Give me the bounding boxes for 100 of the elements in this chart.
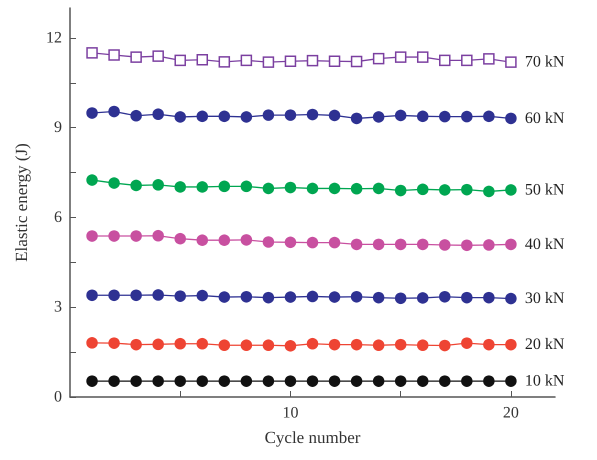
point bbox=[262, 375, 274, 387]
series-label: 30 kN bbox=[524, 290, 565, 308]
point bbox=[108, 106, 120, 118]
point bbox=[416, 51, 428, 63]
point bbox=[416, 110, 428, 122]
point bbox=[483, 53, 495, 65]
point bbox=[284, 56, 296, 68]
point bbox=[328, 56, 340, 68]
point bbox=[284, 340, 296, 352]
point bbox=[505, 292, 517, 304]
point bbox=[218, 375, 230, 387]
point bbox=[505, 56, 517, 68]
point bbox=[284, 375, 296, 387]
point bbox=[218, 56, 230, 68]
point bbox=[130, 51, 142, 63]
point bbox=[86, 290, 98, 302]
point bbox=[306, 290, 318, 302]
point bbox=[152, 108, 164, 120]
point bbox=[218, 110, 230, 122]
point bbox=[350, 375, 362, 387]
point bbox=[505, 112, 517, 124]
point bbox=[328, 338, 340, 350]
point bbox=[372, 339, 384, 351]
point bbox=[108, 49, 120, 61]
point bbox=[350, 291, 362, 303]
point bbox=[240, 291, 252, 303]
point bbox=[130, 180, 142, 192]
point bbox=[416, 375, 428, 387]
point bbox=[130, 338, 142, 350]
point bbox=[284, 291, 296, 303]
point bbox=[152, 375, 164, 387]
point bbox=[328, 182, 340, 194]
point bbox=[372, 292, 384, 304]
point bbox=[262, 339, 274, 351]
point bbox=[262, 292, 274, 304]
point bbox=[262, 236, 274, 248]
point bbox=[350, 338, 362, 350]
point bbox=[439, 291, 451, 303]
point bbox=[328, 375, 340, 387]
point bbox=[461, 184, 473, 196]
point bbox=[372, 375, 384, 387]
point bbox=[394, 110, 406, 122]
point bbox=[174, 375, 186, 387]
point bbox=[394, 184, 406, 196]
point bbox=[174, 181, 186, 193]
point bbox=[108, 375, 120, 387]
point bbox=[152, 230, 164, 242]
point bbox=[130, 375, 142, 387]
point bbox=[461, 54, 473, 66]
point bbox=[461, 337, 473, 349]
point bbox=[306, 236, 318, 248]
point bbox=[350, 56, 362, 68]
point bbox=[306, 338, 318, 350]
point bbox=[483, 292, 495, 304]
y-axis-title: Elastic energy (J) bbox=[12, 143, 31, 262]
point bbox=[416, 339, 428, 351]
point bbox=[394, 338, 406, 350]
point bbox=[86, 47, 98, 59]
point bbox=[108, 177, 120, 189]
point bbox=[196, 181, 208, 193]
point bbox=[152, 179, 164, 191]
point bbox=[394, 238, 406, 250]
point bbox=[108, 230, 120, 242]
point bbox=[196, 375, 208, 387]
point bbox=[108, 337, 120, 349]
point bbox=[240, 180, 252, 192]
point bbox=[483, 110, 495, 122]
point bbox=[196, 338, 208, 350]
point bbox=[240, 234, 252, 246]
point bbox=[240, 111, 252, 123]
point bbox=[174, 232, 186, 244]
point bbox=[130, 230, 142, 242]
x-tick-label: 10 bbox=[282, 404, 298, 422]
point bbox=[439, 340, 451, 352]
point bbox=[372, 111, 384, 123]
point bbox=[86, 174, 98, 186]
point bbox=[240, 54, 252, 66]
series-label: 60 kN bbox=[524, 110, 565, 127]
point bbox=[372, 238, 384, 250]
point bbox=[262, 109, 274, 121]
point bbox=[284, 109, 296, 121]
point bbox=[86, 230, 98, 242]
point bbox=[394, 51, 406, 63]
series-label: 50 kN bbox=[524, 181, 565, 198]
x-axis-title: Cycle number bbox=[264, 428, 361, 447]
point bbox=[505, 338, 517, 350]
point bbox=[372, 182, 384, 194]
point bbox=[218, 234, 230, 246]
point bbox=[328, 236, 340, 248]
point bbox=[483, 239, 495, 251]
point bbox=[461, 292, 473, 304]
point bbox=[240, 339, 252, 351]
series-label: 40 kN bbox=[524, 236, 565, 253]
point bbox=[152, 338, 164, 350]
series-label: 10 kN bbox=[524, 372, 565, 390]
point bbox=[350, 238, 362, 250]
point bbox=[174, 54, 186, 66]
point bbox=[262, 56, 274, 68]
point bbox=[262, 182, 274, 194]
point bbox=[439, 110, 451, 122]
